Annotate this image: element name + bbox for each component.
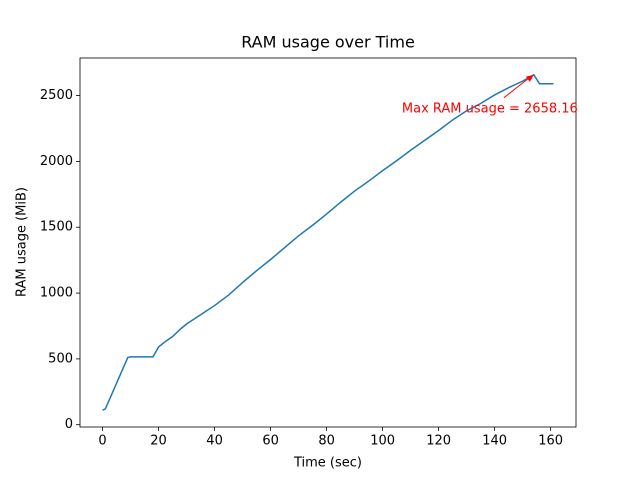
x-tick-label: 40 (206, 434, 223, 449)
annotation-text: Max RAM usage = 2658.16 (402, 101, 578, 116)
x-tick-label: 100 (370, 434, 395, 449)
x-tick-label: 120 (426, 434, 451, 449)
x-tick-label: 140 (482, 434, 507, 449)
x-tick-label: 160 (538, 434, 563, 449)
x-tick-label: 20 (150, 434, 167, 449)
x-axis-label: Time (sec) (293, 456, 362, 471)
data-line (102, 73, 554, 411)
y-tick-label: 0 (65, 417, 73, 432)
x-tick-label: 0 (98, 434, 106, 449)
x-tick-label: 60 (262, 434, 279, 449)
y-tick-label: 1500 (40, 220, 73, 235)
y-tick-label: 2500 (40, 88, 73, 103)
y-axis-label: RAM usage (MiB) (15, 187, 30, 297)
annotation-arrowhead (525, 74, 534, 82)
annotation-arrow (503, 75, 533, 99)
x-tick-label: 80 (318, 434, 335, 449)
plot-frame (79, 57, 577, 428)
chart-title: RAM usage over Time (241, 33, 415, 52)
y-tick-label: 2000 (40, 154, 73, 169)
y-tick-label: 1000 (40, 286, 73, 301)
y-tick-label: 500 (48, 351, 73, 366)
